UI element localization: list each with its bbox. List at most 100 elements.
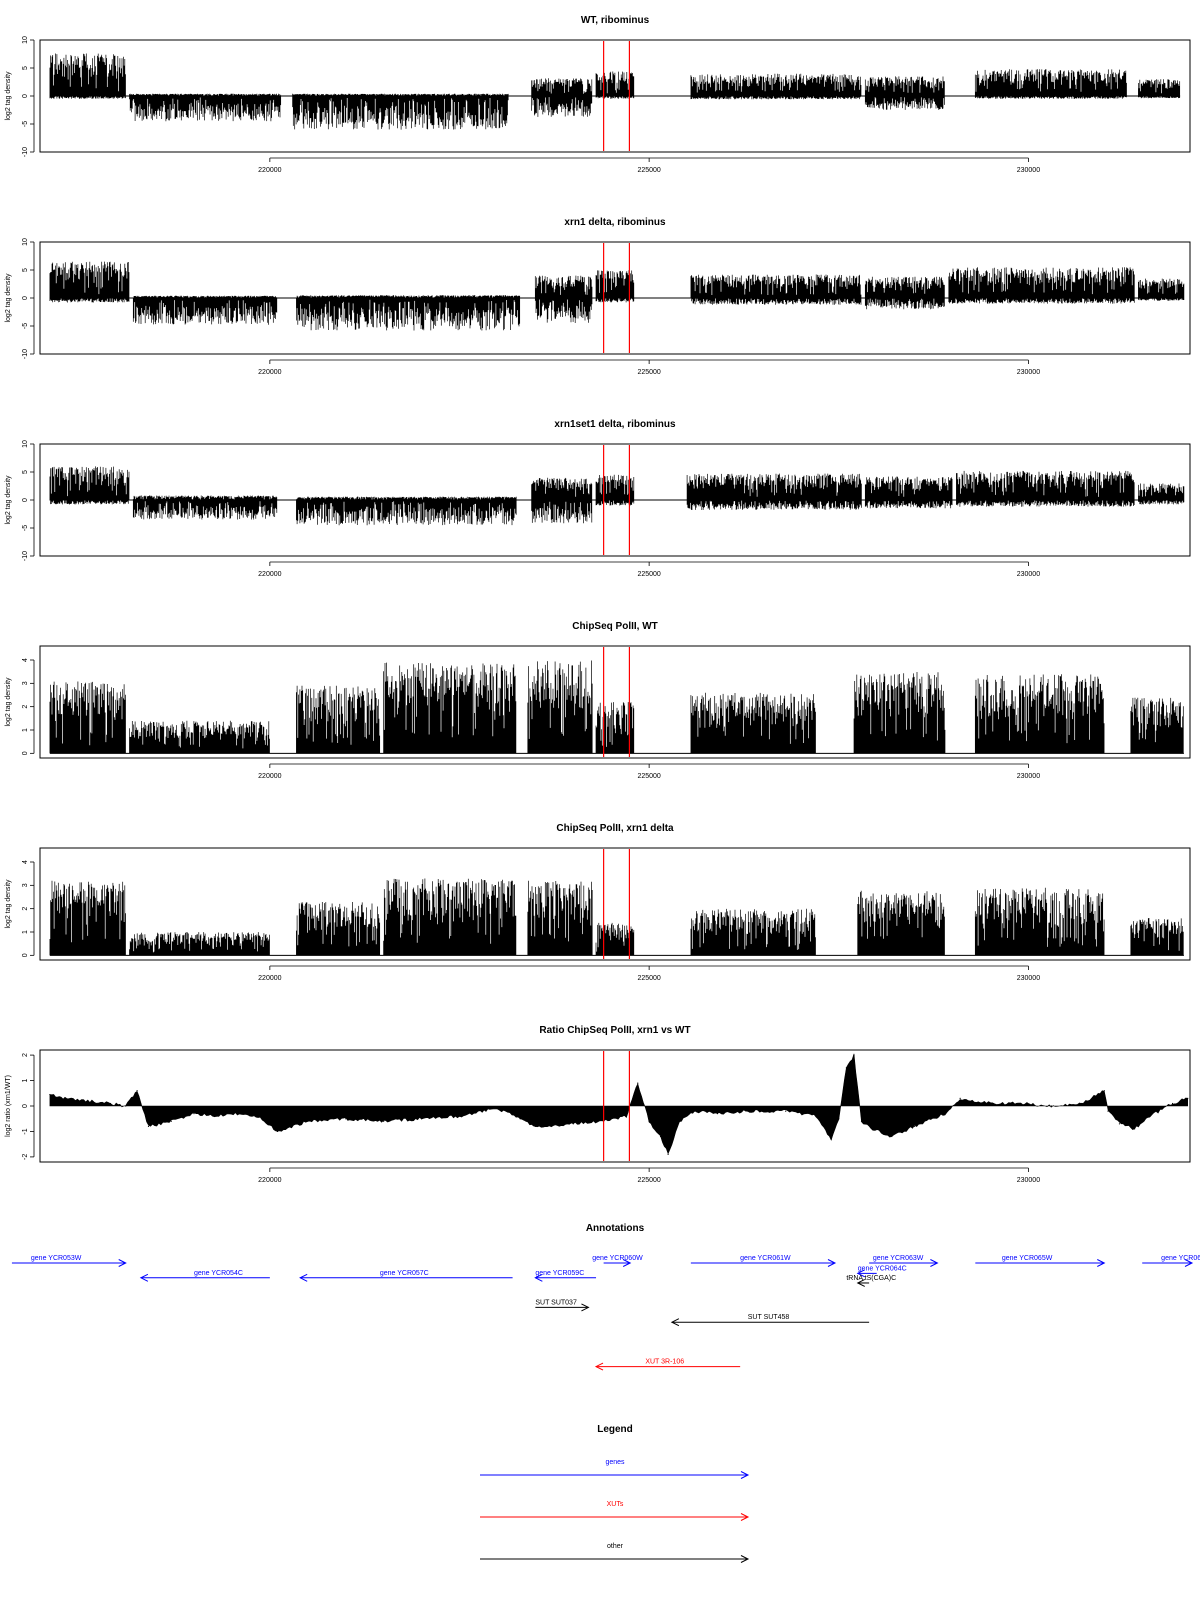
ratio-point <box>1187 1097 1189 1099</box>
ratio-point <box>572 1123 574 1125</box>
y-tick-label: 1 <box>22 1078 29 1082</box>
x-tick-label: 225000 <box>637 369 660 376</box>
marker-lines <box>603 243 631 353</box>
panel-title: xrn1set1 delta, ribominus <box>554 419 676 430</box>
ratio-point <box>625 1115 627 1117</box>
annotation-label: gene YCR066W <box>1161 1255 1200 1262</box>
data-segment <box>129 93 282 122</box>
ratio-point <box>147 1125 150 1127</box>
data-bar <box>49 681 126 754</box>
ratio-point <box>458 1115 461 1117</box>
y-axis-label: log2 tag density <box>5 273 12 323</box>
data-bar <box>974 887 1105 956</box>
ratio-point <box>845 1067 847 1069</box>
annotation-arrowhead <box>118 1259 127 1267</box>
ratio-point <box>637 1082 639 1084</box>
y-tick-label: 0 <box>22 498 29 502</box>
y-axis: -2 -1 0 1 2 <box>22 1053 35 1160</box>
data-segment <box>527 660 593 754</box>
annotation-other: SUT SUT458 <box>670 1314 870 1327</box>
data-bar <box>690 908 816 956</box>
x-tick-label: 230000 <box>1017 571 1040 578</box>
ratio-point <box>959 1097 961 1099</box>
ratio-point <box>785 1110 787 1112</box>
ratio-point <box>1118 1123 1121 1125</box>
ratio-point <box>1149 1115 1151 1117</box>
ratio-point <box>64 1097 66 1099</box>
ratio-point <box>496 1107 499 1110</box>
ratio-point <box>136 1090 138 1092</box>
x-tick-label: 230000 <box>1017 773 1040 780</box>
annotation-arrowhead <box>1097 1259 1106 1267</box>
data-bar <box>49 261 130 303</box>
annotation-arrowhead <box>594 1362 604 1371</box>
y-tick-label: 10 <box>22 36 29 44</box>
y-tick-label: 1 <box>22 930 29 934</box>
annotation-arrowhead <box>1184 1259 1194 1267</box>
annotation-genes: gene YCR066W <box>1142 1255 1200 1267</box>
y-axis-label: log2 ratio (xrn1/WT) <box>5 1075 12 1137</box>
marker-lines <box>603 445 631 555</box>
data-bar <box>129 932 270 956</box>
data-segment <box>383 662 517 754</box>
y-tick-label: -2 <box>22 1154 29 1160</box>
legend-arrowhead <box>740 1513 750 1521</box>
ratio-point <box>1020 1102 1022 1105</box>
ratio-point <box>944 1113 946 1115</box>
annotation-items: gene YCR053W gene YCR054C gene YCR057C gene… <box>11 1255 1200 1371</box>
y-axis-label: log2 tag density <box>5 71 12 121</box>
data-segment <box>49 880 126 956</box>
ratio-point <box>747 1110 749 1112</box>
data-bar <box>974 69 1127 99</box>
annotation-genes: gene YCR063W <box>869 1255 939 1267</box>
y-axis-label: log2 tag density <box>5 879 12 929</box>
annotation-label: XUT 3R-106 <box>645 1359 684 1366</box>
ratio-point <box>678 1120 681 1122</box>
data-bar <box>383 878 517 956</box>
x-axis: 220000 225000 230000 <box>258 965 1040 982</box>
ratio-point <box>860 1120 863 1122</box>
data-segment <box>132 295 278 325</box>
x-axis: 220000 225000 230000 <box>258 763 1040 780</box>
plot-frame <box>39 645 1191 759</box>
annotation-arrowhead <box>670 1318 680 1327</box>
ratio-area <box>49 1053 1188 1155</box>
ratio-point <box>694 1110 696 1112</box>
data-bars <box>49 660 1184 754</box>
data-segment <box>974 69 1127 99</box>
data-segment <box>690 73 862 100</box>
data-bar <box>948 267 1135 304</box>
chipseq-wt-panel: ChipSeq PolII, WT log2 tag density 0 1 2 3 4… <box>5 621 1191 780</box>
annotation-arrowhead <box>139 1273 149 1282</box>
data-segment <box>132 495 278 520</box>
y-tick-label: -10 <box>22 551 29 561</box>
ratio-point <box>87 1100 89 1102</box>
y-tick-label: 2 <box>22 705 29 709</box>
data-bar <box>1138 79 1181 99</box>
ratio-point <box>716 1113 719 1115</box>
ratio-point <box>830 1138 832 1140</box>
ratio-point <box>125 1105 127 1107</box>
data-segment <box>864 476 953 509</box>
data-segment <box>292 93 509 130</box>
data-segment <box>1138 483 1185 505</box>
annotation-label: gene YCR060W <box>592 1255 643 1262</box>
annotation-genes: gene YCR053W <box>11 1255 127 1267</box>
ratio-point <box>519 1118 521 1120</box>
x-tick-label: 220000 <box>258 571 281 578</box>
marker-lines <box>603 849 631 959</box>
data-segment <box>1138 278 1185 301</box>
y-tick-label: 5 <box>22 66 29 70</box>
xrn1-ribominus-panel: xrn1 delta, ribominus log2 tag density -… <box>5 217 1191 376</box>
annotation-label: gene YCR054C <box>194 1270 243 1277</box>
ratio-point <box>345 1118 347 1120</box>
x-axis: 220000 225000 230000 <box>258 157 1040 174</box>
annotation-genes: gene YCR061W <box>690 1255 837 1267</box>
data-segment <box>527 880 593 956</box>
data-segment <box>129 932 270 956</box>
data-segment <box>1138 79 1181 99</box>
x-tick-label: 230000 <box>1017 369 1040 376</box>
panel-title: ChipSeq PolII, xrn1 delta <box>556 823 674 834</box>
y-tick-label: 2 <box>22 1053 29 1057</box>
panel-title: xrn1 delta, ribominus <box>564 217 666 228</box>
